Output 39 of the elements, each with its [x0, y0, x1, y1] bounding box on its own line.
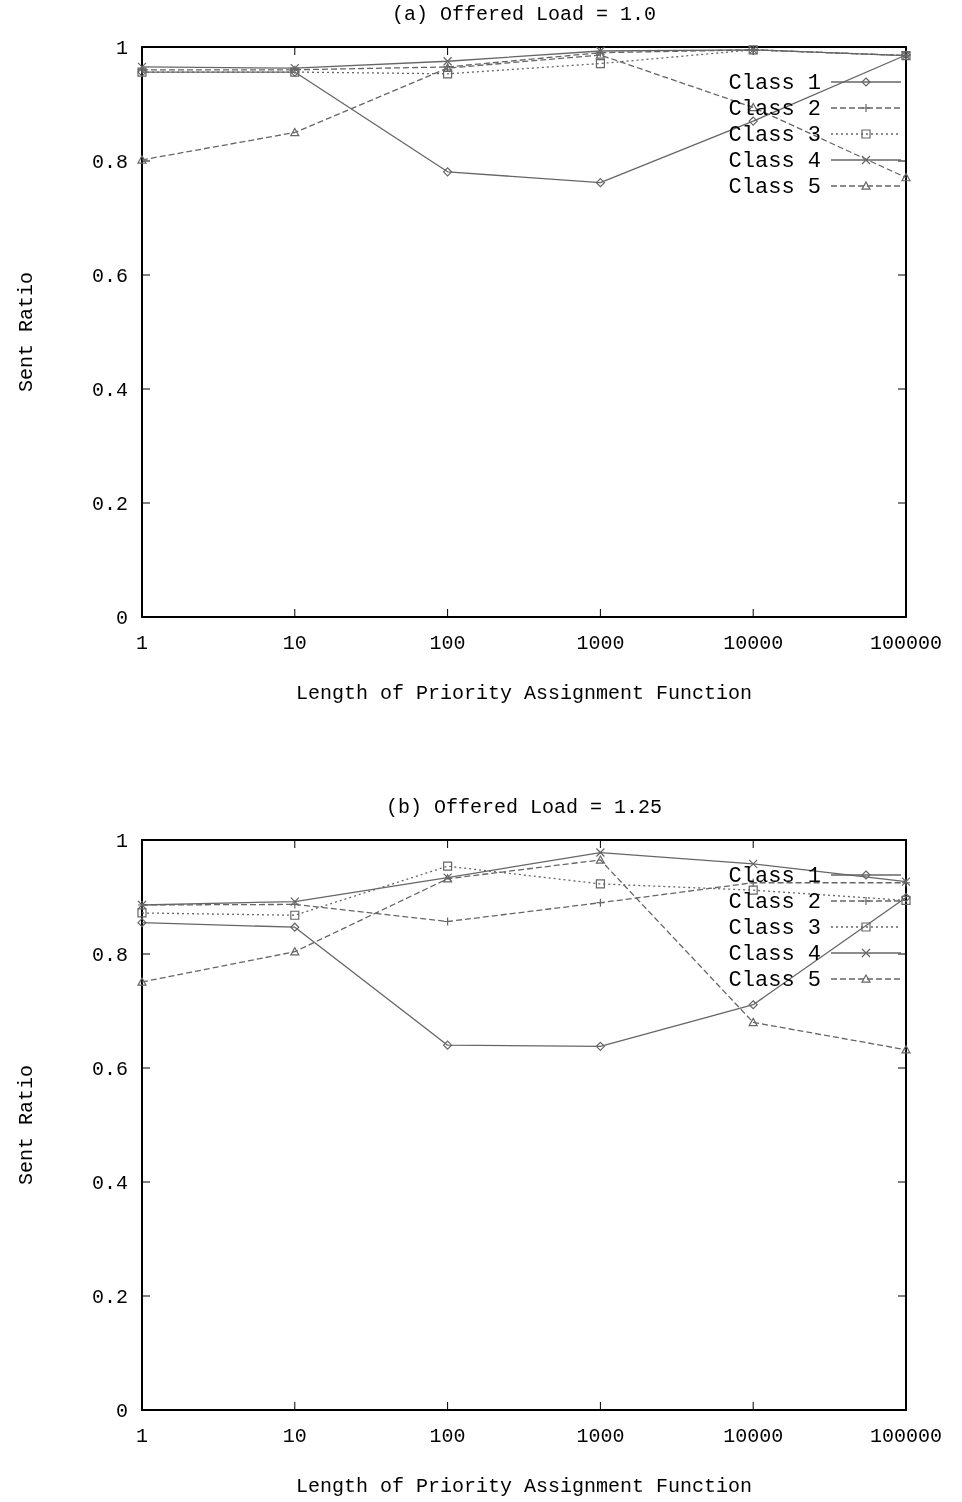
y-tick-label: 0.4: [91, 1172, 128, 1195]
y-tick-label: 1: [115, 830, 128, 853]
y-tick-label: 0.2: [91, 1286, 128, 1309]
x-tick-label: 10000: [723, 1425, 784, 1448]
x-tick-label: 100: [429, 632, 466, 655]
y-axis-title: Sent Ratio: [15, 271, 38, 393]
legend-label: Class 5: [728, 968, 821, 993]
y-tick-label: 0.6: [91, 265, 128, 288]
x-tick-label: 1000: [576, 632, 625, 655]
y-tick-label: 0: [115, 1400, 128, 1423]
x-tick-label: 10: [282, 632, 307, 655]
y-axis-title: Sent Ratio: [15, 1064, 38, 1186]
x-axis-title: Length of Priority Assignment Function: [295, 682, 753, 705]
x-axis-title: Length of Priority Assignment Function: [295, 1475, 753, 1498]
y-tick-label: 0.4: [91, 379, 128, 402]
y-tick-label: 0.8: [91, 944, 128, 967]
x-tick-label: 1: [135, 632, 149, 655]
legend-label: Class 5: [728, 175, 821, 200]
y-tick-label: 1: [115, 37, 128, 60]
y-tick-label: 0.6: [91, 1058, 128, 1081]
legend-label: Class 4: [728, 942, 821, 967]
y-tick-label: 0.2: [91, 493, 128, 516]
legend-label: Class 3: [728, 916, 821, 941]
x-tick-label: 100: [429, 1425, 466, 1448]
y-tick-label: 0.8: [91, 151, 128, 174]
x-tick-label: 100000: [869, 1425, 943, 1448]
x-tick-label: 10: [282, 1425, 307, 1448]
x-tick-label: 10000: [723, 632, 784, 655]
legend-label: Class 1: [728, 71, 821, 96]
legend-label: Class 3: [728, 123, 821, 148]
y-tick-label: 0: [115, 607, 128, 630]
chart-title: (b) Offered Load = 1.25: [385, 796, 663, 819]
x-tick-label: 1: [135, 1425, 149, 1448]
legend-label: Class 1: [728, 864, 821, 889]
legend-label: Class 2: [728, 890, 821, 915]
x-tick-label: 1000: [576, 1425, 625, 1448]
x-tick-label: 100000: [869, 632, 943, 655]
legend-label: Class 4: [728, 149, 821, 174]
chart-title: (a) Offered Load = 1.0: [391, 3, 657, 26]
